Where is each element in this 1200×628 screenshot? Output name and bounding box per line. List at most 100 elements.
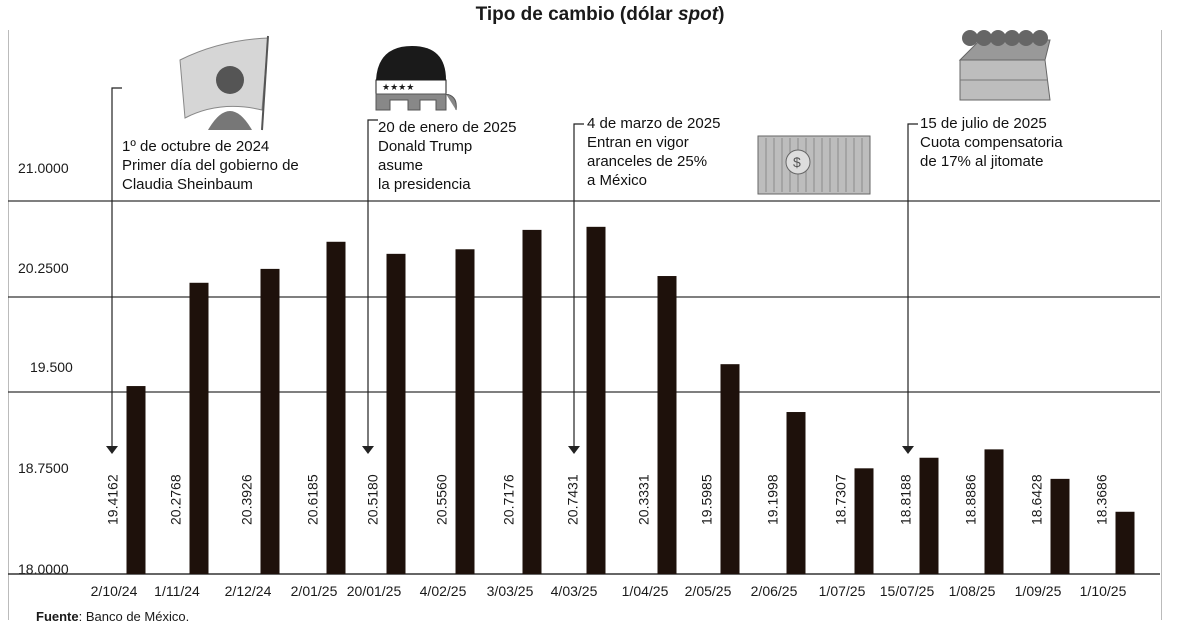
- bar-value-label: 20.3331: [636, 474, 652, 525]
- tomato-icon: [962, 30, 978, 46]
- bar-value-label: 20.3926: [239, 474, 255, 525]
- bar-1/07/25: [854, 468, 874, 574]
- x-tick-label: 1/11/24: [154, 583, 200, 599]
- bar-value-label: 18.3686: [1094, 474, 1110, 525]
- arrow-head-icon: [106, 446, 118, 454]
- x-tick-label: 4/02/25: [420, 583, 467, 599]
- annotation-arrow-line: [111, 87, 122, 450]
- bar-1/04/25: [657, 276, 677, 574]
- bar-20/01/25: [386, 253, 406, 574]
- annotation-arrow-line: [907, 123, 918, 450]
- x-tick-label: 1/04/25: [622, 583, 669, 599]
- chart-title: Tipo de cambio (dólar spot): [0, 4, 1200, 26]
- y-tick-label: 20.2500: [18, 260, 69, 276]
- stars-icon: ★★★★: [382, 82, 414, 92]
- chart-frame: [8, 30, 1162, 620]
- container-illustration: $: [757, 135, 871, 195]
- y-tick-label: 18.0000: [18, 561, 69, 577]
- body-icon: [208, 111, 252, 130]
- annotation-line: 15 de julio de 2025: [920, 115, 1047, 132]
- bar-2/05/25: [720, 364, 740, 574]
- annotation-line: Primer día del gobierno de: [122, 157, 299, 174]
- x-tick-label: 2/10/24: [91, 583, 138, 599]
- y-tick-label: 18.7500: [18, 460, 69, 476]
- bar-1/09/25: [1050, 478, 1070, 574]
- bar-2/06/25: [786, 412, 806, 574]
- bar-4/03/25: [586, 226, 606, 574]
- head-icon: [216, 66, 244, 94]
- dollar-icon: $: [793, 154, 801, 170]
- bar-1/08/25: [984, 449, 1004, 574]
- bar-value-label: 20.5180: [365, 474, 381, 525]
- annotation-line: Claudia Sheinbaum: [122, 176, 253, 193]
- bar-value-label: 20.7431: [565, 474, 581, 525]
- tomato-icon: [1032, 30, 1048, 46]
- bar-value-label: 18.6428: [1029, 474, 1045, 525]
- bar-value-label: 20.6185: [305, 474, 321, 525]
- annotation-line: aranceles de 25%: [587, 153, 708, 170]
- bar-2/12/24: [260, 268, 280, 574]
- bar-2/10/24: [126, 386, 146, 574]
- annotation-line: 20 de enero de 2025: [378, 119, 517, 136]
- tomato-icon: [990, 30, 1006, 46]
- x-tick-label: 2/12/24: [225, 583, 272, 599]
- arrow-head-icon: [568, 446, 580, 454]
- annotation-line: a México: [587, 172, 648, 189]
- annotation-line: 4 de marzo de 2025: [587, 115, 721, 132]
- x-tick-label: 2/05/25: [685, 583, 732, 599]
- annotation-line: 1º de octubre de 2024: [122, 138, 270, 155]
- bar-4/02/25: [455, 249, 475, 574]
- x-tick-label: 1/07/25: [819, 583, 866, 599]
- annotation-line: la presidencia: [378, 176, 471, 193]
- x-tick-label: 20/01/25: [347, 583, 402, 599]
- flagpole-icon: [261, 35, 269, 131]
- annotation-sheinbaum: 1º de octubre de 2024 Primer día del gob…: [122, 137, 299, 194]
- bar-value-label: 20.2768: [168, 474, 184, 525]
- bar-value-label: 19.1998: [765, 474, 781, 525]
- x-tick-label: 3/03/25: [487, 583, 534, 599]
- title-italic: spot: [677, 4, 719, 25]
- x-tick-label: 4/03/25: [551, 583, 598, 599]
- bar-3/03/25: [522, 229, 542, 574]
- arrow-head-icon: [362, 446, 374, 454]
- x-tick-label: 15/07/25: [880, 583, 935, 599]
- arrow-head-icon: [902, 446, 914, 454]
- annotation-line: Cuota compensatoria: [920, 134, 1063, 151]
- elephant-illustration: ★★★★: [375, 46, 457, 111]
- bar-value-label: 18.8886: [963, 474, 979, 525]
- x-tick-label: 2/06/25: [751, 583, 798, 599]
- y-tick-label: 21.0000: [18, 160, 69, 176]
- tomato-icon: [1004, 30, 1020, 46]
- bar-2/01/25: [326, 241, 346, 574]
- bar-value-label: 18.8188: [898, 474, 914, 525]
- annotation-arrow-line: [367, 119, 378, 450]
- bar-value-label: 19.4162: [105, 474, 121, 525]
- annotation-line: Donald Trump: [378, 138, 473, 155]
- elephant-legs-icon: [375, 93, 457, 111]
- x-tick-label: 2/01/25: [291, 583, 338, 599]
- x-tick-label: 1/09/25: [1015, 583, 1062, 599]
- annotation-line: asume: [378, 157, 424, 174]
- annotation-aranceles: 4 de marzo de 2025 Entran en vigor aranc…: [587, 114, 720, 190]
- elephant-top-icon: [376, 46, 446, 80]
- tomato-icon: [1018, 30, 1034, 46]
- bar-value-label: 19.5985: [699, 474, 715, 525]
- bar-15/07/25: [919, 457, 939, 574]
- annotation-jitomate: 15 de julio de 2025 Cuota compensatoria …: [920, 114, 1063, 171]
- x-tick-label: 1/10/25: [1080, 583, 1127, 599]
- annotation-line: Entran en vigor: [587, 134, 689, 151]
- annotation-trump: 20 de enero de 2025 Donald Trump asume l…: [378, 118, 516, 194]
- source-text: : Banco de México.: [78, 609, 190, 624]
- annotation-line: de 17% al jitomate: [920, 153, 1044, 170]
- source-label: Fuente: [36, 609, 79, 624]
- bar-1/11/24: [189, 282, 209, 574]
- flag-woman-illustration: [179, 35, 269, 131]
- crate-illustration: [958, 30, 1051, 101]
- bar-1/10/25: [1115, 511, 1135, 574]
- title-close: ): [718, 4, 725, 25]
- source-note: Fuente: Banco de México.: [36, 609, 189, 624]
- bar-value-label: 18.7307: [833, 474, 849, 525]
- y-tick-label: 19.500: [30, 359, 73, 375]
- title-text: Tipo de cambio (dólar: [475, 4, 678, 25]
